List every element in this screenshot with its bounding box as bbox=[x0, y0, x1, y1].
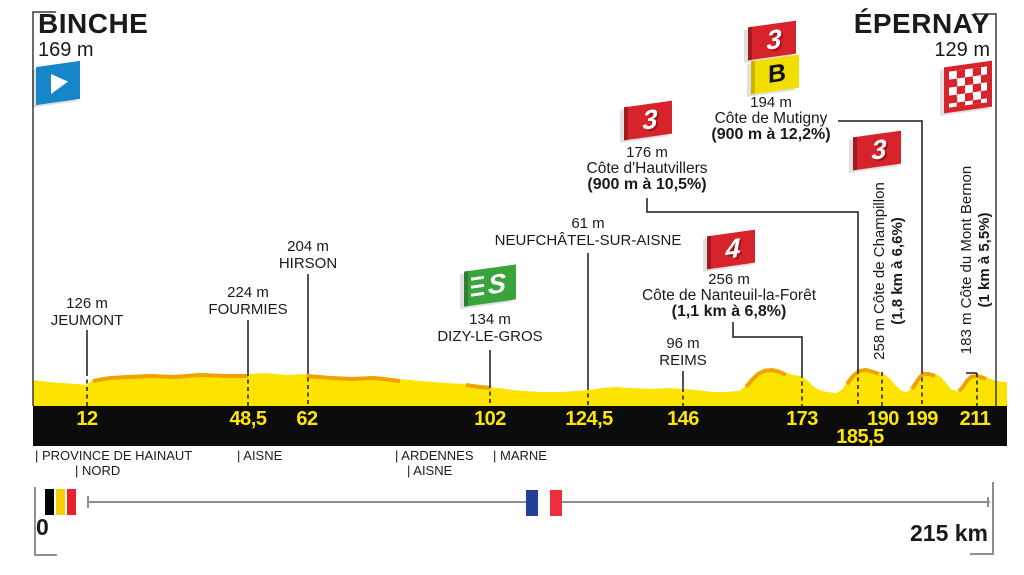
climb-name: 258 m Côte de Champillon bbox=[871, 182, 888, 360]
sprint-flag-icon: S bbox=[464, 264, 516, 307]
region-label-ardennes: | ARDENNES bbox=[395, 448, 474, 463]
france-flag-icon bbox=[526, 490, 562, 516]
km-tick-label: 48,5 bbox=[229, 408, 267, 430]
play-triangle-icon bbox=[51, 71, 68, 94]
bonus-flag-mutigny: B bbox=[751, 54, 799, 95]
speed-lines-icon bbox=[471, 275, 484, 300]
left-border-line bbox=[32, 11, 56, 406]
km-tick-label: 199 bbox=[906, 408, 938, 430]
waypoint-hirson: 204 m HIRSON bbox=[188, 238, 428, 272]
belgium-flag-black-stripe bbox=[45, 489, 54, 515]
climb-name: Côte de Nanteuil-la-Forêt bbox=[641, 287, 817, 304]
km-tick-label-row2: 185,5 bbox=[836, 426, 884, 448]
waypoint-elevation: 126 m bbox=[66, 295, 108, 312]
climb-name: 183 m Côte du Mont Bernon bbox=[958, 165, 975, 355]
climb-detail: (1,8 km à 6,6%) bbox=[889, 217, 906, 325]
start-km-label: 0 bbox=[36, 514, 49, 540]
category-flag-hautvillers: 3 bbox=[624, 100, 672, 141]
climb-detail: (900 m à 10,5%) bbox=[587, 176, 707, 193]
region-label-hainaut: | PROVINCE DE HAINAUT bbox=[35, 448, 193, 463]
climb-label-mutigny: 194 m Côte de Mutigny (900 m à 12,2%) bbox=[651, 95, 891, 143]
connector-mutigny bbox=[838, 120, 923, 370]
finish-city-elevation: 129 m bbox=[934, 39, 990, 61]
km-tick-label: 146 bbox=[667, 408, 699, 430]
axis-corner-right bbox=[970, 482, 994, 555]
climb-elevation: 256 m bbox=[708, 271, 750, 288]
belgium-flag-yellow-stripe bbox=[56, 489, 65, 515]
waypoint-fourmies: 224 m FOURMIES bbox=[128, 284, 368, 318]
km-tick-label: 173 bbox=[786, 408, 818, 430]
waypoint-jeumont: 126 m JEUMONT bbox=[0, 295, 207, 329]
waypoint-name: REIMS bbox=[659, 351, 707, 369]
sprint-letter: S bbox=[487, 267, 506, 301]
km-tick-label: 12 bbox=[76, 408, 98, 430]
start-city-name: BINCHE bbox=[38, 8, 149, 39]
waypoint-elevation: 204 m bbox=[287, 238, 329, 255]
waypoint-name: DIZY-LE-GROS bbox=[437, 327, 543, 345]
start-city-elevation: 169 m bbox=[38, 39, 94, 61]
category-flag-mutigny: 3 bbox=[748, 20, 796, 61]
km-tick-label: 102 bbox=[474, 408, 506, 430]
total-distance-label: 215 km bbox=[909, 520, 988, 546]
climb-elevation: 176 m bbox=[626, 144, 668, 161]
profile-shading bbox=[92, 367, 987, 393]
waypoint-elevation: 96 m bbox=[666, 335, 700, 352]
right-border-line bbox=[974, 13, 997, 406]
climb-label-mont-bernon: 183 m Côte du Mont Bernon (1 km à 5,5%) bbox=[957, 150, 995, 370]
france-flag-blue-stripe bbox=[526, 490, 538, 516]
climb-name: Côte d'Hautvillers bbox=[586, 160, 708, 177]
climb-label-hautvillers: 176 m Côte d'Hautvillers (900 m à 10,5%) bbox=[527, 145, 767, 193]
waypoint-elevation: 61 m bbox=[571, 215, 605, 232]
climb-label-champillon: 258 m Côte de Champillon (1,8 km à 6,6%) bbox=[870, 161, 908, 381]
climb-detail: (1 km à 5,5%) bbox=[976, 212, 993, 308]
belgium-flag-icon bbox=[45, 489, 76, 515]
waypoint-elevation: 224 m bbox=[227, 284, 269, 301]
km-tick-label: 211 bbox=[959, 408, 991, 430]
waypoint-name: JEUMONT bbox=[50, 311, 124, 329]
km-tick-label: 124,5 bbox=[565, 408, 613, 430]
km-tick-label: 190 bbox=[867, 408, 899, 430]
climb-detail: (900 m à 12,2%) bbox=[711, 126, 831, 143]
france-flag-white-stripe bbox=[538, 490, 550, 516]
connector-nanteuil bbox=[732, 322, 803, 374]
waypoint-elevation: 134 m bbox=[469, 311, 511, 328]
climb-elevation: 194 m bbox=[750, 94, 792, 111]
waypoint-dizy: 134 m DIZY-LE-GROS bbox=[370, 311, 610, 345]
belgium-flag-red-stripe bbox=[67, 489, 76, 515]
waypoint-name: FOURMIES bbox=[208, 300, 288, 318]
waypoint-name: NEUFCHÂTEL-SUR-AISNE bbox=[494, 231, 682, 249]
waypoint-neufchatel: 61 m NEUFCHÂTEL-SUR-AISNE bbox=[468, 215, 708, 249]
region-label-aisne-1: | AISNE bbox=[237, 448, 283, 463]
km-band: 12 48,5 62 102 124,5 146 173 190 199 211… bbox=[33, 406, 1007, 448]
climb-detail: (1,1 km à 6,8%) bbox=[671, 303, 787, 320]
km-tick-label: 62 bbox=[296, 408, 318, 430]
region-label-aisne-2: | AISNE bbox=[407, 463, 453, 478]
region-label-marne: | MARNE bbox=[493, 448, 547, 463]
depart-flag-icon bbox=[36, 60, 80, 106]
climb-label-nanteuil: 256 m Côte de Nanteuil-la-Forêt (1,1 km … bbox=[609, 272, 849, 320]
climb-name: Côte de Mutigny bbox=[714, 110, 828, 127]
axis-corner-left bbox=[34, 487, 57, 556]
region-label-nord: | NORD bbox=[75, 463, 121, 478]
waypoint-reims: 96 m REIMS bbox=[563, 335, 803, 369]
category-flag-nanteuil: 4 bbox=[707, 229, 755, 270]
arrivee-checkered-flag-icon bbox=[944, 60, 992, 114]
finish-city-name: ÉPERNAY bbox=[853, 8, 990, 39]
waypoint-name: HIRSON bbox=[278, 254, 338, 272]
connector-hautvillers bbox=[646, 198, 859, 370]
france-flag-red-stripe bbox=[550, 490, 562, 516]
